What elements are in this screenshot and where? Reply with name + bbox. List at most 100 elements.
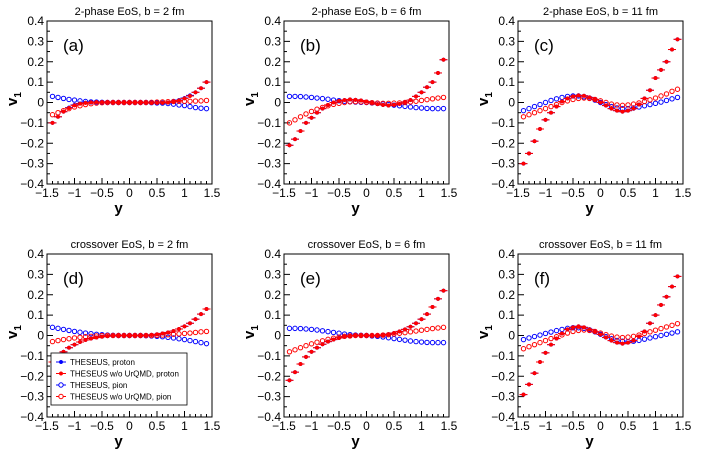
data-point [132,333,138,338]
y-tick-label: 0.2 [264,288,281,302]
y-tick-label: −0.3 [20,390,44,404]
x-tick-label: 1.5 [204,186,221,200]
data-point [658,302,664,307]
data-point [309,115,314,120]
y-tick-label: 0 [508,329,515,343]
panel-title: 2-phase EoS, b = 2 fm [75,6,185,18]
data-point [587,95,592,100]
y-tick-label: 0 [274,329,281,343]
data-point [619,102,626,109]
data-point [77,339,83,345]
data-point [658,93,664,99]
panel-tag: (f) [534,269,550,288]
x-tick-label: −0.5 [561,186,585,200]
data-point [192,104,199,111]
y-tick-label: −0.1 [491,349,515,363]
data-point [653,313,658,318]
x-tick-label: 0 [126,419,133,433]
x-tick-label: −1.5 [35,419,59,433]
series-theseus-w-o-urqmd-proton [48,80,211,125]
data-point [110,100,116,105]
data-point [369,333,375,338]
data-point [520,114,527,120]
data-point [386,332,391,337]
data-point [542,337,549,344]
panel-tag: (e) [300,269,321,288]
data-point [435,95,441,101]
data-point [397,329,402,334]
data-point [581,325,587,330]
data-point [149,332,154,337]
x-tick-label: 1 [652,419,659,433]
data-point [66,105,72,111]
x-tick-label: −1.5 [272,419,296,433]
x-tick-label: 0.5 [386,186,403,200]
data-point [297,93,304,100]
y-axis-label-subscript: 1 [250,92,261,98]
data-point [375,333,380,338]
data-point [391,102,397,107]
data-point [413,98,419,104]
data-point [308,326,315,333]
data-point [559,94,565,101]
data-point [526,344,532,350]
data-point [669,96,675,102]
data-point [548,110,554,115]
data-point [287,378,292,383]
data-point [625,102,631,108]
data-point [402,100,408,105]
series-theseus-w-o-urqmd-proton [285,57,448,148]
panel-title: crossover EoS, b = 6 fm [308,239,426,251]
data-point [526,105,532,112]
data-point [314,327,320,333]
x-tick-label: −1 [305,419,319,433]
data-point [675,37,680,42]
data-point [203,340,210,347]
x-axis-label: y [585,200,594,217]
data-point [336,98,342,103]
data-point [50,120,55,125]
x-tick-label: 0 [363,186,370,200]
data-point [187,93,193,99]
x-tick-label: 1 [652,186,659,200]
data-point [413,94,419,99]
data-point [418,105,425,111]
data-point [537,101,543,108]
data-point [652,334,659,340]
data-point [537,339,543,346]
y-tick-label: −0.3 [491,157,515,171]
panel-tag: (b) [300,36,321,55]
data-point [441,288,446,293]
y-tick-label: −0.2 [20,369,44,383]
x-axis-label: y [351,200,360,217]
x-tick-label: 1 [181,186,188,200]
data-point [182,96,187,101]
data-point [198,98,204,104]
data-point [342,334,347,339]
x-tick-label: 0.5 [620,419,637,433]
data-point [198,329,204,335]
data-point [554,336,559,341]
data-point [408,324,413,329]
panel-tag: (d) [63,269,84,288]
data-point [570,94,576,99]
y-tick-label: −0.4 [491,177,515,191]
data-point [521,392,526,397]
data-point [358,98,364,103]
data-point [171,328,176,334]
y-tick-label: 0.3 [27,34,44,48]
data-point [598,332,603,337]
data-point [60,326,67,333]
data-point [99,100,105,105]
y-tick-label: 0.4 [264,247,281,261]
data-point [88,100,94,105]
data-point [663,324,670,330]
data-point [292,93,298,100]
data-point [435,296,441,301]
data-point [60,95,67,102]
data-point [165,330,171,335]
data-point [570,325,576,330]
data-point [532,371,537,376]
data-point [424,312,430,317]
y-tick-label: −0.2 [491,136,515,150]
